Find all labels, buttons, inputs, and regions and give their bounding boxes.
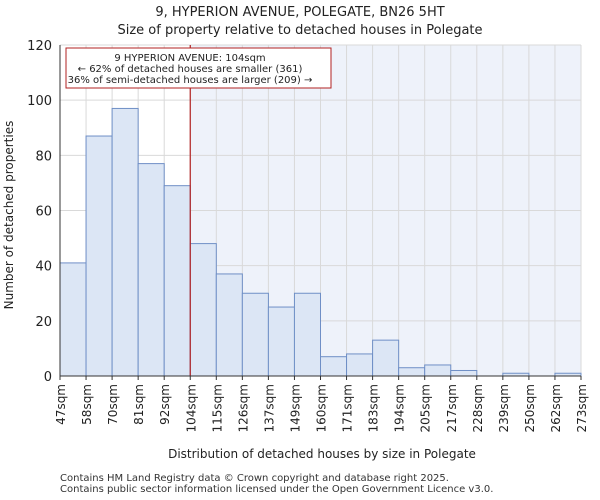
histogram-bar	[59, 262, 87, 377]
x-tick-label: 126sqm	[236, 384, 250, 432]
x-tick-label: 160sqm	[315, 384, 329, 432]
histogram-bar	[320, 356, 348, 377]
histogram-bar	[137, 163, 165, 377]
x-tick-label: 171sqm	[341, 384, 355, 432]
histogram-bar	[424, 364, 452, 377]
x-tick-label: 273sqm	[575, 384, 589, 432]
x-tick-label: 104sqm	[184, 384, 198, 432]
histogram-bar	[372, 339, 400, 377]
x-tick-label: 149sqm	[288, 384, 302, 432]
x-tick-label: 137sqm	[262, 384, 276, 432]
x-tick-label: 239sqm	[497, 384, 511, 432]
chart-subtitle: Size of property relative to detached ho…	[117, 23, 483, 38]
x-tick-label: 70sqm	[106, 384, 120, 425]
histogram-bar	[346, 353, 374, 377]
histogram-bar	[215, 273, 243, 377]
y-axis-label: Number of detached properties	[2, 121, 16, 310]
y-tick-label: 0	[44, 370, 52, 385]
histogram-bar	[450, 369, 478, 377]
histogram-bar	[189, 243, 217, 377]
x-tick-label: 217sqm	[445, 384, 459, 432]
bars	[59, 45, 582, 377]
x-tick-label: 92sqm	[158, 384, 172, 425]
histogram-bar	[293, 292, 322, 377]
x-tick-label: 81sqm	[132, 384, 146, 425]
footer-copyright: Contains HM Land Registry data © Crown c…	[60, 473, 449, 484]
annotation-line-3: 36% of semi-detached houses are larger (…	[68, 75, 313, 86]
x-tick-label: 58sqm	[80, 384, 94, 425]
y-tick-label: 100	[27, 94, 52, 109]
histogram-bar	[267, 306, 295, 377]
axes	[59, 45, 582, 380]
y-tick-label: 20	[35, 315, 52, 330]
y-tick-label: 80	[35, 149, 52, 164]
y-tick-label: 120	[27, 39, 52, 54]
x-tick-label: 228sqm	[471, 384, 485, 432]
chart-title: 9, HYPERION AVENUE, POLEGATE, BN26 5HT	[155, 5, 445, 20]
x-tick-label: 250sqm	[523, 384, 537, 432]
histogram-bar	[241, 292, 269, 377]
y-tick-label: 40	[35, 260, 52, 275]
x-tick-label: 205sqm	[419, 384, 433, 432]
histogram-bar	[163, 185, 191, 377]
histogram-bar	[85, 135, 113, 377]
x-tick-label: 262sqm	[549, 384, 563, 432]
histogram-bar	[398, 367, 426, 377]
annotation-line-1: 9 HYPERION AVENUE: 104sqm	[114, 53, 265, 64]
y-tick-label: 60	[35, 205, 52, 220]
annotation-line-2: ← 62% of detached houses are smaller (36…	[78, 64, 303, 75]
x-tick-label: 115sqm	[210, 384, 224, 432]
histogram-bar	[111, 107, 139, 377]
annotation-box: 9 HYPERION AVENUE: 104sqm ← 62% of detac…	[65, 47, 332, 89]
footer-licence: Contains public sector information licen…	[60, 484, 494, 495]
x-tick-label: 183sqm	[367, 384, 381, 432]
x-tick-label: 194sqm	[393, 384, 407, 432]
x-tick-label: 47sqm	[54, 384, 68, 425]
x-axis-label: Distribution of detached houses by size …	[168, 447, 476, 461]
tick-labels: 0 20 40 60 80 100 120 47sqm 58sqm 70sqm 81sqm 92sqm…	[27, 39, 589, 432]
